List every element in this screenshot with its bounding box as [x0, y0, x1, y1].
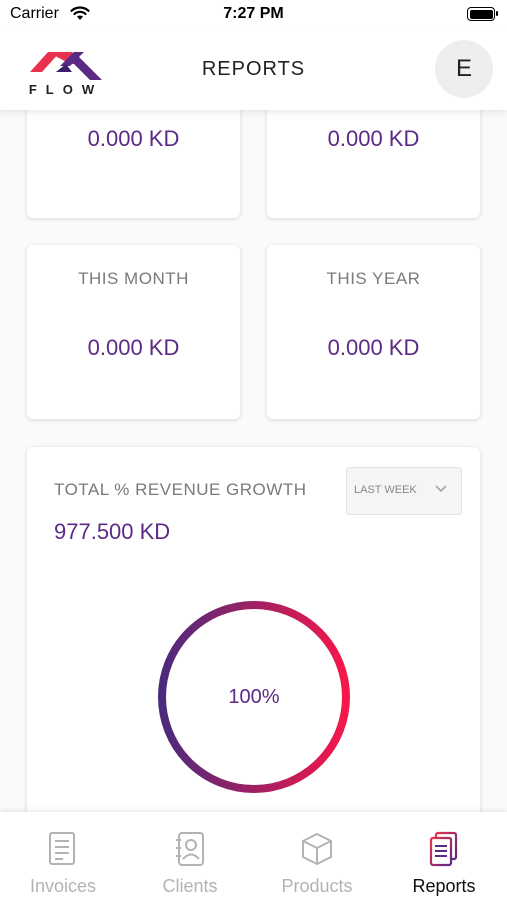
tab-label: Invoices — [29, 876, 97, 896]
stat-card-top-right: 0.000 KD — [267, 110, 480, 218]
stat-card-top-left: 0.000 KD — [27, 110, 240, 218]
growth-value: 977.500 KD — [54, 519, 171, 544]
tab-label: Reports — [412, 876, 476, 896]
stat-card-this-year: THIS YEAR 0.000 KD — [267, 245, 480, 419]
tab-clients[interactable]: Clients — [127, 812, 253, 900]
stat-label: THIS YEAR — [326, 269, 421, 288]
products-icon — [302, 833, 332, 865]
donut-progress — [158, 601, 350, 793]
growth-title: TOTAL % REVENUE GROWTH — [54, 480, 307, 499]
battery-icon — [467, 7, 498, 21]
stat-value: 0.000 KD — [87, 126, 180, 151]
reports-content[interactable]: 0.000 KD 0.000 KD THIS MONTH 0.000 KD TH… — [0, 110, 507, 812]
stat-value: 0.000 KD — [327, 335, 420, 360]
tab-label: Products — [281, 876, 353, 896]
status-bar: Carrier 7:27 PM — [0, 0, 507, 30]
invoices-icon — [49, 832, 75, 865]
revenue-growth-card: TOTAL % REVENUE GROWTH 977.500 KD LAST W… — [27, 447, 480, 812]
flow-logo[interactable]: FLOW — [26, 42, 106, 98]
stat-label: THIS MONTH — [78, 269, 189, 288]
clients-icon — [176, 832, 204, 866]
tab-label: Clients — [162, 876, 218, 896]
logo-text: FLOW — [28, 82, 104, 97]
stat-value: 0.000 KD — [87, 335, 180, 360]
bottom-tab-bar: Invoices Clients Products — [0, 812, 507, 900]
reports-icon — [429, 831, 458, 867]
page-title: REPORTS — [201, 58, 306, 80]
growth-percent-label: 100% — [228, 686, 280, 708]
carrier-label: Carrier — [10, 5, 59, 22]
stat-value: 0.000 KD — [327, 126, 420, 151]
growth-donut-chart — [158, 601, 350, 793]
avatar[interactable]: E — [435, 40, 493, 98]
chevron-down-icon — [435, 485, 447, 492]
tab-products[interactable]: Products — [254, 812, 380, 900]
stat-card-this-month: THIS MONTH 0.000 KD — [27, 245, 240, 419]
status-time: 7:27 PM — [223, 5, 284, 22]
period-select[interactable]: LAST WEEK — [346, 467, 462, 515]
tab-invoices[interactable]: Invoices — [0, 812, 126, 900]
app-header: FLOW REPORTS E — [0, 30, 507, 110]
wifi-icon — [70, 6, 90, 20]
tab-reports[interactable]: Reports — [381, 812, 507, 900]
period-select-value: LAST WEEK — [354, 484, 417, 496]
flow-logo-mark-icon — [30, 52, 102, 80]
